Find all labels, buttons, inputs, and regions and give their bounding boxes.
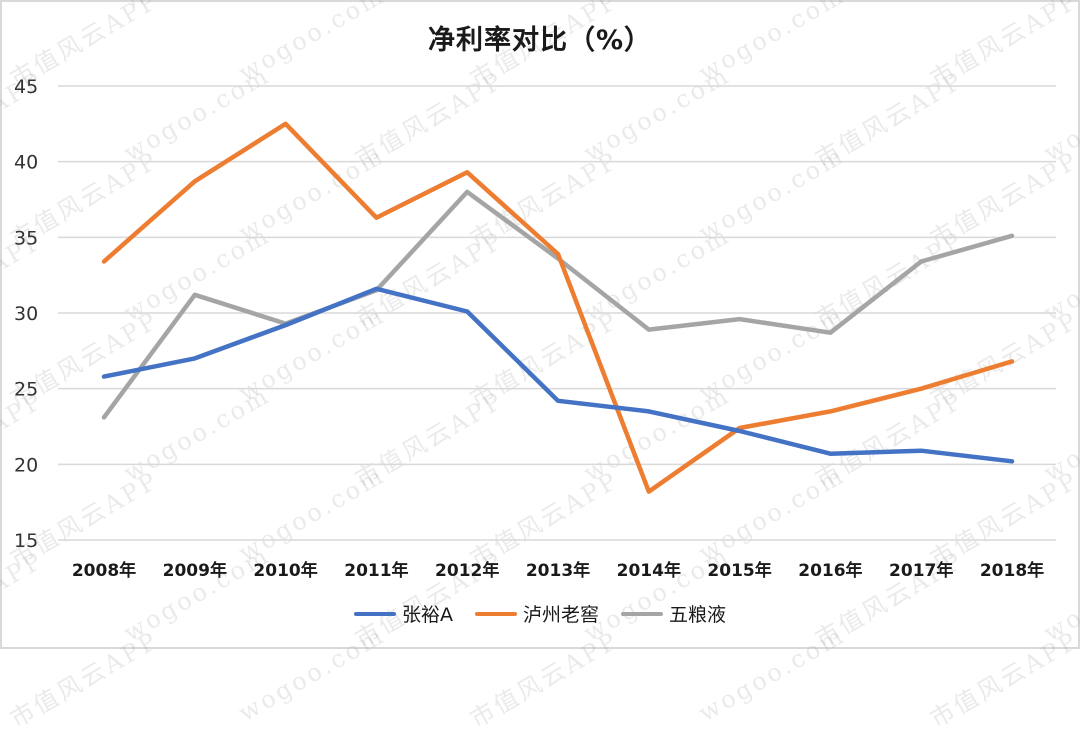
x-tick-label: 2011年 bbox=[344, 560, 408, 581]
y-axis-ticks: 15 20 25 30 35 40 45 bbox=[14, 76, 38, 552]
series-line-0 bbox=[101, 286, 1015, 464]
x-tick-label: 2014年 bbox=[617, 560, 681, 581]
x-tick-label: 2018年 bbox=[980, 560, 1044, 581]
x-axis-ticks: 2008年 2009年 2010年 2011年 2012年 2013年 2014年 2015年… bbox=[72, 560, 1044, 581]
series-lines bbox=[101, 121, 1015, 494]
y-tick-label: 45 bbox=[14, 76, 38, 98]
legend-swatch-zhangyu bbox=[353, 611, 396, 616]
y-tick-label: 15 bbox=[14, 530, 38, 552]
legend-label: 张裕A bbox=[401, 604, 453, 626]
x-tick-label: 2009年 bbox=[163, 560, 227, 581]
series-line-1 bbox=[101, 121, 1015, 494]
x-tick-label: 2010年 bbox=[253, 560, 317, 581]
y-tick-label: 35 bbox=[14, 227, 38, 249]
legend: 张裕A 泸州老窖 五粮液 bbox=[0, 600, 1080, 627]
x-tick-label: 2008年 bbox=[72, 560, 136, 581]
chart-frame bbox=[0, 0, 1080, 649]
y-tick-label: 40 bbox=[14, 152, 38, 174]
x-tick-label: 2016年 bbox=[798, 560, 862, 581]
legend-label: 五粮液 bbox=[669, 604, 727, 626]
x-tick-label: 2017年 bbox=[889, 560, 953, 581]
x-tick-label: 2012年 bbox=[435, 560, 499, 581]
legend-item-wuliangye[interactable]: 五粮液 bbox=[621, 600, 726, 627]
legend-item-luzhoulaojiao[interactable]: 泸州老窖 bbox=[474, 600, 599, 627]
series-line-2 bbox=[101, 189, 1015, 420]
y-tick-label: 30 bbox=[14, 303, 38, 325]
y-tick-label: 25 bbox=[14, 379, 38, 401]
plot-area: 15 20 25 30 35 40 45 2008年 2009年 2010年 2011年 2012年… bbox=[14, 76, 1056, 581]
chart-title: 净利率对比（%） bbox=[427, 25, 653, 56]
x-tick-label: 2015年 bbox=[707, 560, 771, 581]
legend-label: 泸州老窖 bbox=[522, 604, 599, 626]
legend-swatch-wuliangye bbox=[621, 611, 663, 616]
gridlines bbox=[58, 85, 1056, 541]
y-tick-label: 20 bbox=[14, 454, 38, 476]
legend-swatch-luzhoulaojiao bbox=[474, 611, 517, 616]
legend-item-zhangyu[interactable]: 张裕A bbox=[353, 600, 453, 627]
x-tick-label: 2013年 bbox=[526, 560, 590, 581]
